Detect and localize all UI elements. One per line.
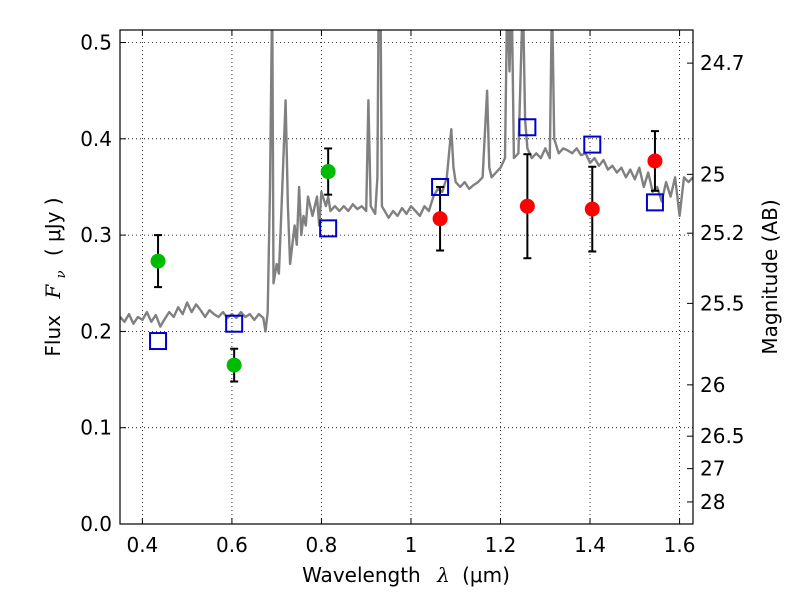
data-point-circle	[226, 357, 242, 373]
axis-ticks: 0.4 0.6 0.8 1 1.2 1.4 1.6 0.0 0.1 0.2 0.3 0.4 0.5 24.…	[80, 30, 745, 557]
x-axis-label-unit: (μm)	[462, 563, 510, 587]
y-tick-label: 0.5	[80, 31, 112, 55]
data-point-square	[518, 118, 537, 137]
x-axis-label-symbol: λ	[436, 563, 450, 587]
mag-tick-label: 25.5	[700, 291, 745, 315]
data-point-circle	[647, 153, 663, 169]
data-point-circle	[519, 198, 535, 214]
data-point-square	[645, 193, 664, 212]
mag-tick-label: 28	[700, 490, 725, 514]
mag-tick-label: 25	[700, 162, 725, 186]
y-tick-label: 0.4	[80, 127, 112, 151]
x-tick-label: 1.6	[664, 533, 696, 557]
data-point-square	[319, 219, 338, 238]
mag-tick-label: 27	[700, 457, 725, 481]
mag-tick-label: 26	[700, 373, 725, 397]
x-tick-label: 1	[405, 533, 418, 557]
data-point-square	[225, 314, 244, 333]
y-tick-label: 0.2	[80, 319, 112, 343]
data-point-circle	[584, 201, 600, 217]
y-tick-label: 0.1	[80, 416, 112, 440]
mag-tick-label: 26.5	[700, 424, 745, 448]
x-axis-label: Wavelength λ (μm)	[302, 563, 510, 587]
y-tick-label: 0.0	[80, 512, 112, 536]
mag-tick-label: 25.2	[700, 221, 745, 245]
x-tick-label: 0.4	[126, 533, 158, 557]
y-axis-label-prefix: Flux	[41, 315, 65, 357]
data-point-square	[149, 332, 168, 351]
x-tick-label: 0.8	[306, 533, 338, 557]
y-axis-label-symbol: F	[41, 284, 65, 300]
data-layer	[120, 30, 693, 383]
y2-axis-label: Magnitude (AB)	[758, 199, 782, 354]
data-point-circle	[432, 211, 448, 227]
y-axis-label-subscript: ν	[54, 270, 69, 278]
y-axis-label: Flux F ν ( μJy )	[41, 197, 70, 356]
y-axis-label-unit: ( μJy )	[41, 197, 65, 256]
x-axis-label-prefix: Wavelength	[302, 563, 421, 587]
mag-tick-label: 24.7	[700, 51, 745, 75]
x-tick-label: 1.2	[485, 533, 517, 557]
x-tick-label: 1.4	[574, 533, 606, 557]
data-point-square	[583, 135, 602, 154]
data-point-square	[431, 177, 450, 196]
data-point-circle	[150, 253, 166, 269]
data-point-circle	[320, 164, 336, 180]
plot-frame	[119, 29, 694, 525]
y-tick-label: 0.3	[80, 223, 112, 247]
x-tick-label: 0.6	[216, 533, 248, 557]
plot-background	[120, 30, 693, 524]
